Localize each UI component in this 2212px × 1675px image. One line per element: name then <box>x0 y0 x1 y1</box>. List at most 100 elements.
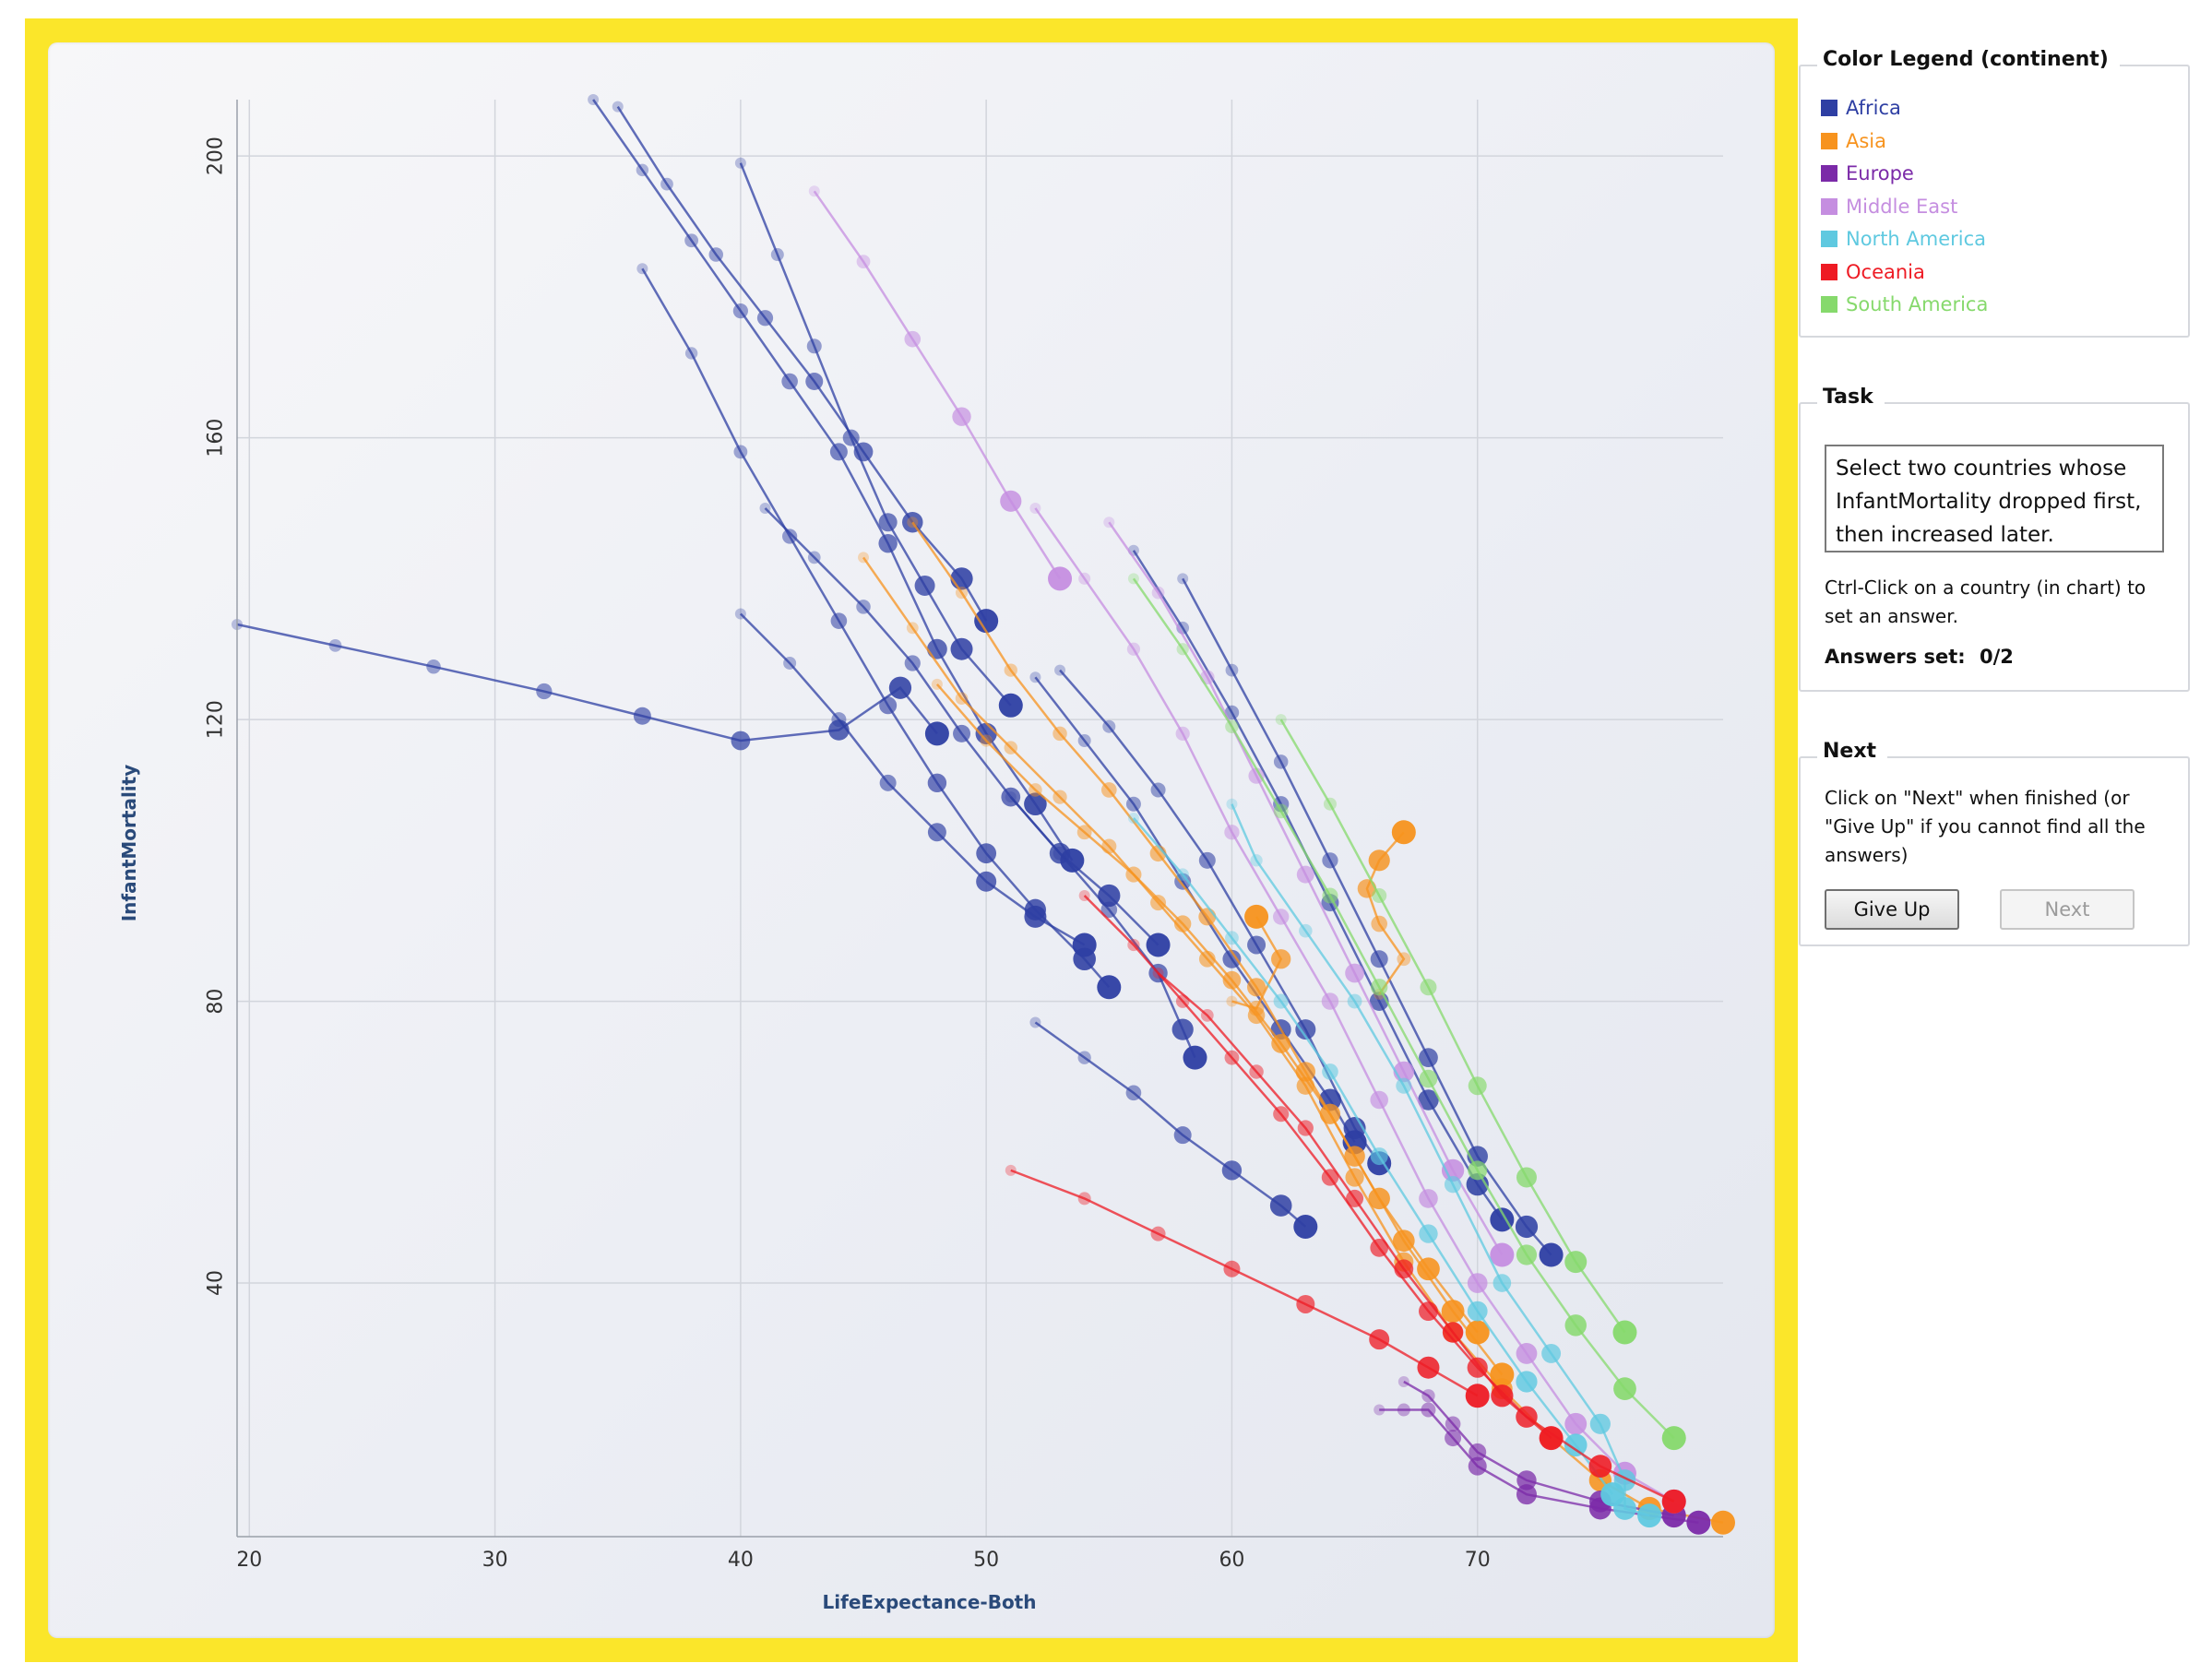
data-point[interactable] <box>1394 1259 1414 1279</box>
data-point[interactable] <box>1271 949 1291 969</box>
data-point[interactable] <box>1322 852 1338 869</box>
data-point[interactable] <box>1052 846 1067 861</box>
data-point[interactable] <box>612 101 624 113</box>
data-point[interactable] <box>927 638 947 659</box>
data-point[interactable] <box>1516 1167 1537 1188</box>
data-point[interactable] <box>684 347 698 360</box>
data-point[interactable] <box>734 608 746 620</box>
data-point[interactable] <box>1224 825 1240 840</box>
data-point[interactable] <box>806 339 822 354</box>
data-point[interactable] <box>1493 1274 1512 1292</box>
data-point[interactable] <box>950 567 973 590</box>
data-point[interactable] <box>1490 1362 1515 1387</box>
data-point[interactable] <box>636 263 648 275</box>
data-point[interactable] <box>1275 714 1287 726</box>
data-point[interactable] <box>1054 664 1066 676</box>
data-point[interactable] <box>1076 825 1092 840</box>
data-point[interactable] <box>1000 490 1022 512</box>
data-point[interactable] <box>1052 790 1067 804</box>
data-point[interactable] <box>1589 1413 1611 1434</box>
data-point[interactable] <box>955 587 969 600</box>
data-point[interactable] <box>1248 1000 1265 1016</box>
data-point[interactable] <box>888 676 912 699</box>
data-point[interactable] <box>1444 1175 1462 1194</box>
data-point[interactable] <box>733 445 748 459</box>
data-point[interactable] <box>1296 1294 1315 1313</box>
data-point[interactable] <box>536 683 553 700</box>
data-point[interactable] <box>1273 754 1289 769</box>
data-point[interactable] <box>1441 1158 1465 1182</box>
data-point[interactable] <box>1345 1168 1364 1187</box>
data-point[interactable] <box>1224 705 1240 720</box>
data-point[interactable] <box>1491 1384 1514 1408</box>
country-trajectory[interactable] <box>1226 798 1662 1528</box>
data-point[interactable] <box>1171 1018 1194 1040</box>
data-point[interactable] <box>732 303 748 319</box>
data-point[interactable] <box>1273 1106 1290 1123</box>
data-point[interactable] <box>588 94 600 105</box>
data-point[interactable] <box>759 502 771 514</box>
country-trajectory[interactable] <box>1275 714 1637 1345</box>
country-trajectory[interactable] <box>858 552 1735 1535</box>
data-point[interactable] <box>1467 1273 1488 1293</box>
data-point[interactable] <box>953 724 971 742</box>
data-point[interactable] <box>1421 1402 1436 1418</box>
data-point[interactable] <box>807 551 821 564</box>
data-point[interactable] <box>879 774 897 791</box>
data-point[interactable] <box>1445 1416 1461 1432</box>
data-point[interactable] <box>1173 1126 1192 1145</box>
data-point[interactable] <box>1539 1242 1564 1267</box>
data-point[interactable] <box>1029 502 1041 514</box>
country-trajectory[interactable] <box>1357 820 1416 1000</box>
data-point[interactable] <box>1029 783 1042 797</box>
data-point[interactable] <box>660 177 673 191</box>
data-point[interactable] <box>1271 1033 1291 1053</box>
data-point[interactable] <box>1226 995 1238 1007</box>
data-point[interactable] <box>830 612 848 629</box>
data-point[interactable] <box>1661 1489 1686 1514</box>
data-point[interactable] <box>952 407 971 426</box>
data-point[interactable] <box>829 443 848 461</box>
country-trajectory[interactable] <box>1152 968 1564 1451</box>
data-point[interactable] <box>1564 1433 1588 1457</box>
data-point[interactable] <box>1467 1357 1488 1378</box>
country-trajectory[interactable] <box>1029 1016 1318 1239</box>
data-point[interactable] <box>914 575 935 596</box>
country-trajectory[interactable] <box>1226 904 1291 1016</box>
data-point[interactable] <box>1176 868 1189 881</box>
data-point[interactable] <box>1200 670 1215 685</box>
data-point[interactable] <box>1516 1484 1537 1505</box>
data-point[interactable] <box>1490 1242 1515 1267</box>
data-point[interactable] <box>1396 1077 1412 1094</box>
data-point[interactable] <box>734 157 746 169</box>
data-point[interactable] <box>1072 933 1097 957</box>
data-point[interactable] <box>1177 573 1189 585</box>
data-point[interactable] <box>1711 1510 1735 1535</box>
data-point[interactable] <box>1077 1051 1091 1064</box>
data-point[interactable] <box>1541 1343 1562 1363</box>
data-point[interactable] <box>1370 1147 1388 1166</box>
data-point[interactable] <box>1421 1389 1435 1403</box>
data-point[interactable] <box>1273 909 1290 925</box>
data-point[interactable] <box>1103 517 1115 529</box>
data-point[interactable] <box>1295 1019 1316 1040</box>
data-point[interactable] <box>1150 1226 1166 1241</box>
data-point[interactable] <box>1078 572 1091 585</box>
data-point[interactable] <box>1516 1371 1538 1393</box>
data-point[interactable] <box>1273 993 1289 1009</box>
data-point[interactable] <box>1372 888 1387 904</box>
data-point[interactable] <box>731 731 751 751</box>
data-point[interactable] <box>1613 1377 1636 1400</box>
data-point[interactable] <box>1200 1008 1214 1022</box>
data-point[interactable] <box>1100 782 1117 798</box>
data-point[interactable] <box>1100 901 1118 919</box>
data-point[interactable] <box>1198 851 1216 869</box>
data-point[interactable] <box>1441 1300 1465 1324</box>
data-point[interactable] <box>1370 1239 1389 1257</box>
country-trajectory[interactable] <box>734 608 1097 957</box>
data-point[interactable] <box>1374 1404 1385 1416</box>
data-point[interactable] <box>976 871 997 892</box>
data-point[interactable] <box>1048 566 1073 591</box>
data-point[interactable] <box>1101 838 1117 854</box>
data-point[interactable] <box>1661 1426 1686 1451</box>
